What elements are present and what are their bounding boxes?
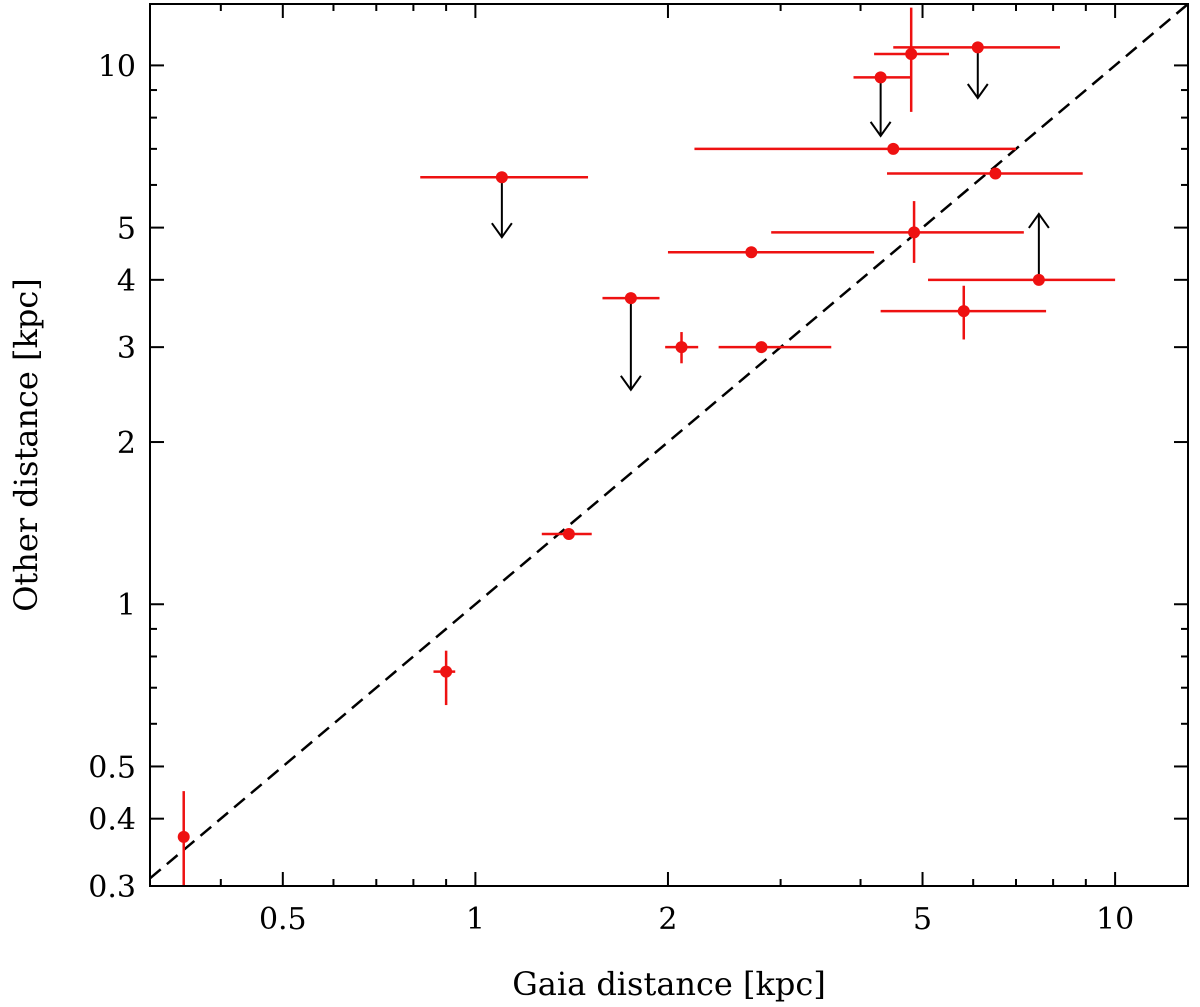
x-tick-label: 1	[466, 902, 485, 937]
y-tick-label: 1	[117, 588, 136, 623]
data-point	[908, 226, 921, 239]
y-tick-label: 5	[117, 212, 136, 247]
y-tick-label: 10	[98, 49, 136, 84]
x-tick-label: 0.5	[259, 902, 307, 937]
upper-limit-arrow-head	[620, 375, 642, 392]
data-point	[957, 305, 970, 318]
y-tick-label: 0.3	[88, 870, 136, 905]
data-point	[745, 246, 758, 259]
data-point	[562, 528, 575, 541]
y-tick-label: 2	[117, 426, 136, 461]
y-tick-label: 0.4	[88, 803, 136, 838]
upper-limit-arrow-head	[869, 121, 892, 138]
reference-line-y-equals-x	[149, 3, 1189, 880]
error-bars-layer	[182, 7, 1116, 886]
data-point	[1032, 273, 1045, 286]
y-tick-label: 4	[117, 264, 136, 299]
data-point	[989, 167, 1002, 180]
upper-limit-arrow-head	[966, 83, 989, 100]
y-axis-label: Other distance [kpc]	[7, 278, 45, 612]
data-point	[874, 71, 887, 84]
y-tick-label: 3	[117, 331, 136, 366]
data-point	[675, 341, 688, 354]
x-axis-label: Gaia distance [kpc]	[512, 965, 826, 1003]
data-point	[495, 171, 508, 184]
y-tick-label: 0.5	[88, 750, 136, 785]
tick-labels-layer: 0.5 1 2 5 10 0.3 0.4 0.5 1 2 3 4 5 10	[88, 49, 1134, 937]
x-tick-label: 5	[913, 902, 932, 937]
data-point	[887, 142, 900, 155]
limit-arrows-layer	[491, 47, 1050, 392]
data-point	[624, 292, 637, 305]
reference-line-layer	[149, 3, 1189, 880]
data-point	[177, 830, 190, 843]
plot-frame	[149, 3, 1189, 887]
x-tick-label: 2	[658, 902, 677, 937]
axis-ticks-layer	[150, 4, 1188, 887]
data-point	[971, 41, 984, 54]
upper-limit-arrow-head	[491, 222, 513, 239]
x-tick-label: 10	[1096, 902, 1134, 937]
data-point	[905, 47, 918, 60]
data-point	[440, 665, 453, 678]
lower-limit-arrow-head	[1028, 212, 1050, 229]
data-point	[755, 341, 768, 354]
data-points-layer	[177, 41, 1045, 843]
